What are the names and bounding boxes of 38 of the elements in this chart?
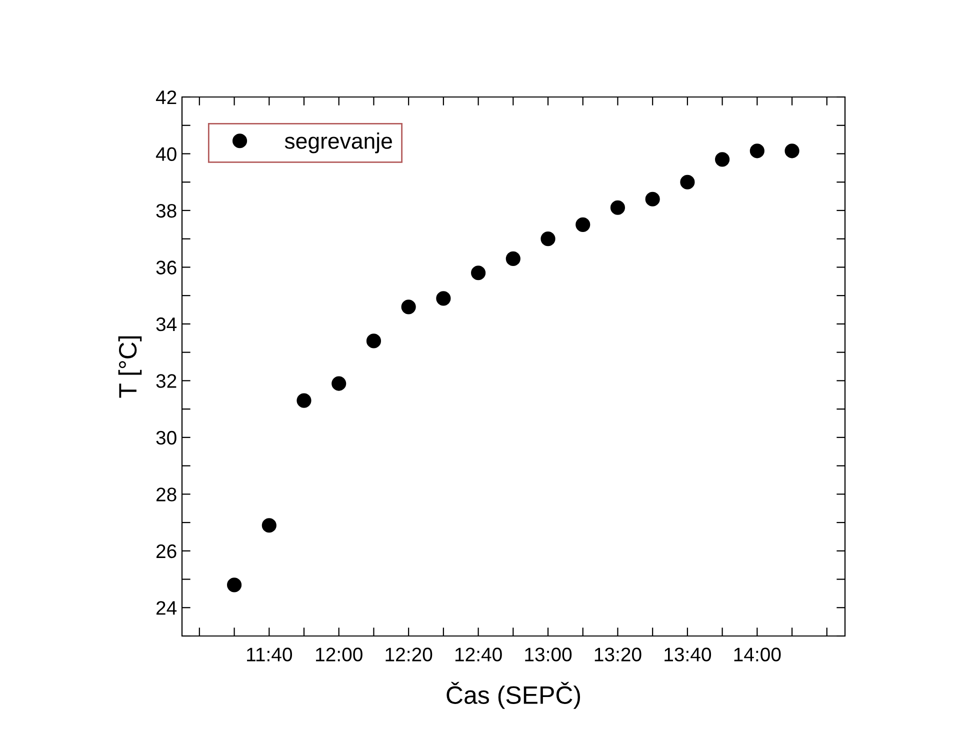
point	[436, 291, 451, 306]
x-tick-label: 12:40	[455, 648, 502, 662]
y-tick-label: 36	[156, 260, 176, 274]
point	[715, 152, 730, 167]
x-tick-label: 12:00	[316, 648, 362, 662]
legend-label: segrevanje	[284, 132, 392, 154]
y-axis-title: T [°C]	[118, 336, 142, 398]
point	[226, 578, 242, 592]
x-tick-label: 13:00	[525, 648, 572, 662]
point	[262, 518, 276, 533]
x-tick-label: 13:40	[664, 648, 712, 662]
point	[680, 174, 695, 190]
y-tick-label: 26	[156, 544, 176, 558]
point	[296, 393, 312, 408]
point	[540, 232, 556, 246]
x-axis-title: Čas (SEPČ)	[446, 682, 580, 709]
point	[471, 266, 486, 280]
x-tick-label: 12:20	[386, 648, 432, 662]
y-tick-label: 34	[156, 317, 177, 332]
y-tick-label: 40	[156, 147, 176, 161]
point	[332, 376, 346, 391]
y-tick-label: 32	[156, 374, 176, 388]
y-tick-label: 30	[156, 430, 176, 445]
y-tick-label: 28	[156, 488, 176, 502]
point	[784, 144, 800, 158]
y-tick-label: 42	[156, 90, 176, 104]
x-tick-label: 13:20	[594, 648, 642, 662]
point	[401, 300, 416, 314]
point	[576, 217, 590, 232]
y-tick-label: 38	[156, 204, 176, 218]
y-tick-label: 24	[156, 601, 177, 615]
point	[506, 251, 520, 266]
x-tick-label: 11:40	[247, 648, 292, 662]
point	[645, 192, 660, 206]
point	[750, 144, 764, 158]
x-tick-label: 14:00	[734, 648, 781, 662]
point	[366, 334, 382, 348]
point	[610, 200, 626, 215]
